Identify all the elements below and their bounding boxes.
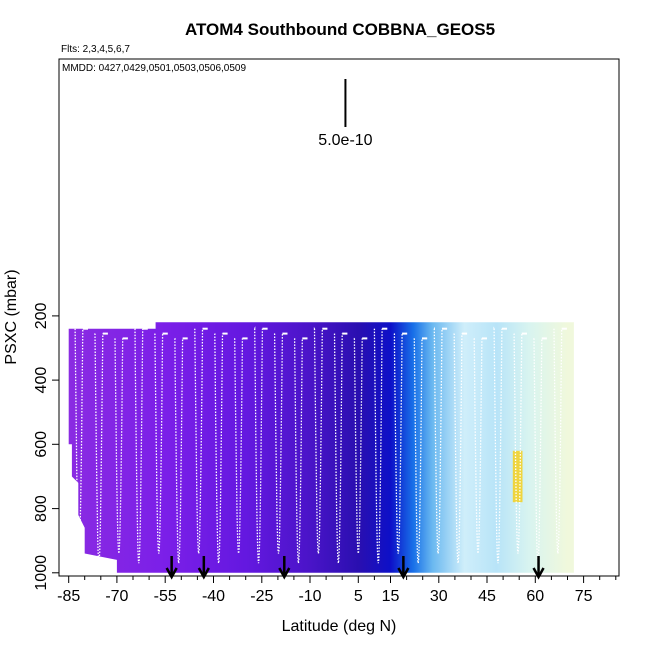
y-tick-label: 1000 [33,555,50,591]
x-tick-label: -10 [298,588,321,605]
flight-profile [174,337,184,564]
hotspot-cell [512,450,523,503]
flight-profile [353,337,363,554]
flight-profile [74,328,84,554]
y-tick-label: 600 [33,431,50,458]
x-axis-label: Latitude (deg N) [282,618,397,635]
y-tick-label: 400 [33,367,50,394]
x-tick-label: 75 [575,588,593,605]
arrow-head [278,567,291,580]
x-tick-label: 5 [354,588,363,605]
flight-profile [214,333,224,564]
data-field [68,322,574,573]
x-tick-label: -25 [250,588,273,605]
arrow-head [197,567,210,580]
flight-profile [114,338,124,554]
plot-frame [58,58,620,577]
y-tick-label: 800 [33,495,50,522]
arrow-markers [165,556,545,580]
arrow-head [532,567,545,580]
flight-profile [154,333,164,554]
x-tick-label: -40 [202,588,225,605]
x-tick-label: -85 [57,588,80,605]
flights-label: Flts: 2,3,4,5,6,7 [61,44,130,55]
flight-profile [513,333,523,554]
flight-profile [553,328,563,554]
y-axis: 200 400 600 800 1000 [33,302,59,591]
flight-profile [393,333,403,554]
y-axis-label: PSXC (mbar) [3,269,20,364]
flight-profile [473,337,483,554]
flight-profile [273,333,284,554]
scale-bar-label: 5.0e-10 [318,132,372,149]
flight-profile [293,338,303,564]
arrow-head [165,567,178,580]
flight-profile [94,333,104,564]
x-tick-label: -55 [154,588,177,605]
flight-profile [413,338,423,564]
flight-profile [433,327,443,554]
arrow-head [397,567,410,580]
x-axis: -85 -70 -55 -40 -25 -10 5 15 30 45 60 75 [57,576,617,605]
flight-profile [333,333,343,564]
flight-profile [194,328,204,554]
scale-bar: 5.0e-10 [318,79,373,149]
flight-profile [313,327,323,554]
x-tick-label: 15 [382,588,400,605]
x-tick-label: 60 [526,588,544,605]
flight-profile [234,337,244,554]
x-tick-label: 45 [478,588,496,605]
dates-label: MMDD: 0427,0429,0501,0503,0506,0509 [62,63,246,74]
y-tick-label: 200 [33,302,50,329]
x-tick-label: 30 [430,588,448,605]
flight-profile [453,333,463,564]
chart-title: ATOM4 Southbound COBBNA_GEOS5 [185,20,495,39]
x-tick-label: -70 [105,588,128,605]
